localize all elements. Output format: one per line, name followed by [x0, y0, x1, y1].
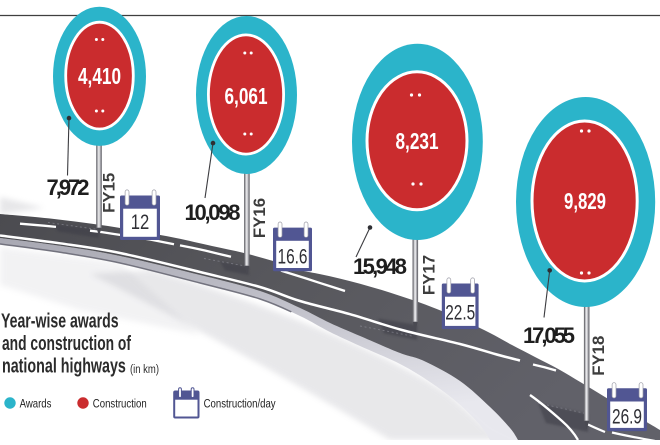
svg-text:15,948: 15,948 — [353, 254, 407, 279]
svg-text:Construction: Construction — [93, 398, 147, 411]
svg-text:Awards: Awards — [20, 398, 52, 411]
svg-text:FY16: FY16 — [250, 198, 269, 238]
svg-text:6,061: 6,061 — [225, 83, 268, 109]
svg-text:9,829: 9,829 — [564, 188, 606, 214]
svg-text:17,055: 17,055 — [523, 323, 575, 348]
svg-text:12: 12 — [131, 210, 150, 234]
svg-text:Year-wise awards: Year-wise awards — [1, 309, 119, 332]
svg-text:4,410: 4,410 — [78, 63, 121, 89]
svg-text:national highways: national highways — [2, 354, 126, 377]
svg-text:and construction of: and construction of — [2, 331, 131, 354]
svg-text:26.9: 26.9 — [612, 405, 642, 429]
svg-text:22.5: 22.5 — [445, 301, 475, 325]
svg-text:FY15: FY15 — [100, 173, 119, 213]
svg-text:10,098: 10,098 — [185, 200, 241, 225]
svg-text:8,231: 8,231 — [396, 128, 439, 154]
svg-text:Construction/day: Construction/day — [204, 398, 276, 411]
svg-text:FY18: FY18 — [589, 336, 608, 376]
svg-text:16.6: 16.6 — [278, 245, 308, 269]
svg-text:FY17: FY17 — [420, 255, 439, 295]
svg-text:7,972: 7,972 — [47, 175, 90, 200]
svg-text:(in km): (in km) — [130, 364, 159, 376]
